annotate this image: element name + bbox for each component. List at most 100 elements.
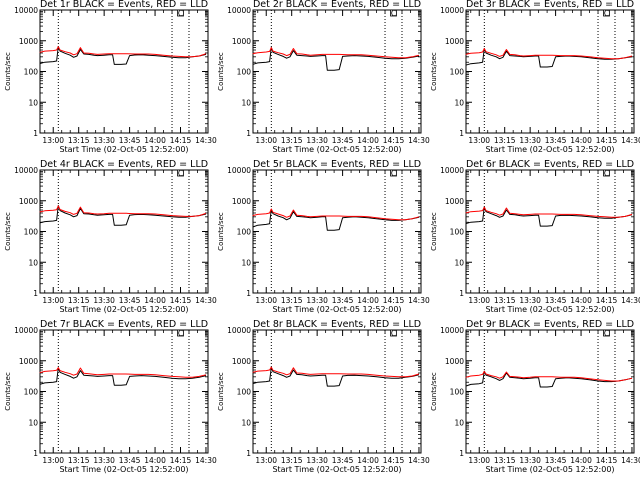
x-tick-label: 13:00 [42,136,64,145]
top-marker-label: C [178,329,183,338]
x-tick-label: 13:30 [519,456,541,465]
y-tick-label: 10 [241,418,251,427]
top-marker-label: C [178,169,183,178]
top-marker-label: C [604,329,609,338]
x-tick-label: 13:45 [545,136,567,145]
plot-frame [252,329,422,454]
x-tick-label: 14:00 [144,456,166,465]
y-axis-label: Counts/sec [430,52,438,91]
x-tick-label: 13:30 [306,456,328,465]
panel-title: Det 4r BLACK = Events, RED = LLD [40,159,208,170]
x-axis-label: Start Time (02-Oct-05 12:52:00) [59,145,188,154]
y-tick-label: 1000 [19,37,38,46]
top-marker-label: C [604,169,609,178]
y-tick-label: 10000 [14,326,38,335]
top-marker-label: C [178,9,183,18]
x-tick-label: 14:00 [570,296,592,305]
top-marker-box [603,169,610,177]
y-tick-label: 10 [28,258,38,267]
x-tick-label: 14:30 [195,136,217,145]
top-marker-box [177,169,184,177]
x-axis-label: Start Time (02-Oct-05 12:52:00) [485,465,614,474]
x-tick-label: 13:30 [306,136,328,145]
x-tick-label: 13:30 [519,296,541,305]
y-tick-label: 100 [450,388,465,397]
x-tick-label: 13:00 [42,296,64,305]
lld-series-line [465,206,633,218]
x-tick-label: 13:45 [119,136,141,145]
panel-title: Det 1r BLACK = Events, RED = LLD [40,0,208,10]
y-tick-label: 1 [459,129,464,138]
x-tick-label: 13:45 [119,296,141,305]
x-tick-label: 13:00 [468,296,490,305]
top-marker-label: C [391,9,396,18]
x-tick-label: 14:00 [570,456,592,465]
top-marker-label: C [391,169,396,178]
x-axis-label: Start Time (02-Oct-05 12:52:00) [485,305,614,314]
events-series-line [465,206,633,227]
y-tick-label: 10000 [440,166,464,175]
y-tick-label: 1 [459,449,464,458]
plot-frame [465,329,635,454]
x-tick-label: 14:30 [195,296,217,305]
x-tick-label: 13:30 [93,296,115,305]
y-axis-label: Counts/sec [4,52,12,91]
x-tick-label: 14:15 [170,456,192,465]
events-series-line [252,47,420,71]
plot-frame [252,169,422,294]
x-tick-label: 13:45 [545,456,567,465]
top-marker-box [390,169,397,177]
y-tick-label: 1 [246,289,251,298]
panel-title: Det 2r BLACK = Events, RED = LLD [253,0,421,10]
y-axis-label: Counts/sec [4,372,12,411]
events-series-line [252,209,420,231]
panel-title: Det 8r BLACK = Events, RED = LLD [253,319,421,330]
x-tick-label: 13:15 [281,456,303,465]
y-tick-label: 10000 [440,326,464,335]
y-tick-label: 1000 [445,197,464,206]
y-tick-label: 10 [28,98,38,107]
y-tick-label: 1000 [19,357,38,366]
y-tick-label: 10000 [14,166,38,175]
x-tick-label: 14:30 [621,136,640,145]
x-tick-label: 14:15 [596,296,618,305]
panel-title: Det 7r BLACK = Events, RED = LLD [40,319,208,330]
x-tick-label: 14:15 [596,136,618,145]
detector-panel-6: Det 6r BLACK = Events, RED = LLD 1 10 100 10… [430,159,640,314]
x-tick-label: 14:30 [408,456,430,465]
y-tick-label: 100 [450,68,465,77]
x-tick-label: 13:00 [255,456,277,465]
x-tick-label: 14:15 [383,136,405,145]
x-axis-label: Start Time (02-Oct-05 12:52:00) [272,465,401,474]
events-series-line [465,48,633,68]
x-tick-label: 13:30 [93,456,115,465]
y-axis-label: Counts/sec [430,372,438,411]
y-tick-label: 1000 [445,357,464,366]
events-series-line [39,46,207,65]
y-tick-label: 1 [246,129,251,138]
x-tick-label: 14:15 [170,136,192,145]
detector-panel-5: Det 5r BLACK = Events, RED = LLD 1 10 100 10… [217,159,430,314]
events-series-line [252,367,420,387]
x-tick-label: 13:45 [119,456,141,465]
x-tick-label: 14:00 [357,296,379,305]
panel-title: Det 5r BLACK = Events, RED = LLD [253,159,421,170]
y-axis-label: Counts/sec [217,372,225,411]
x-tick-label: 14:30 [408,296,430,305]
x-tick-label: 13:15 [494,456,516,465]
x-tick-label: 14:00 [357,136,379,145]
y-axis-label: Counts/sec [217,52,225,91]
top-marker-box [603,9,610,17]
top-marker-label: C [391,329,396,338]
x-axis-label: Start Time (02-Oct-05 12:52:00) [272,145,401,154]
y-tick-label: 1000 [445,37,464,46]
y-axis-label: Counts/sec [4,212,12,251]
x-axis-label: Start Time (02-Oct-05 12:52:00) [272,305,401,314]
lld-series-line [39,46,207,58]
y-tick-label: 100 [24,228,39,237]
y-tick-label: 1000 [19,197,38,206]
x-axis-label: Start Time (02-Oct-05 12:52:00) [59,465,188,474]
x-tick-label: 13:00 [255,296,277,305]
y-tick-label: 1 [246,449,251,458]
